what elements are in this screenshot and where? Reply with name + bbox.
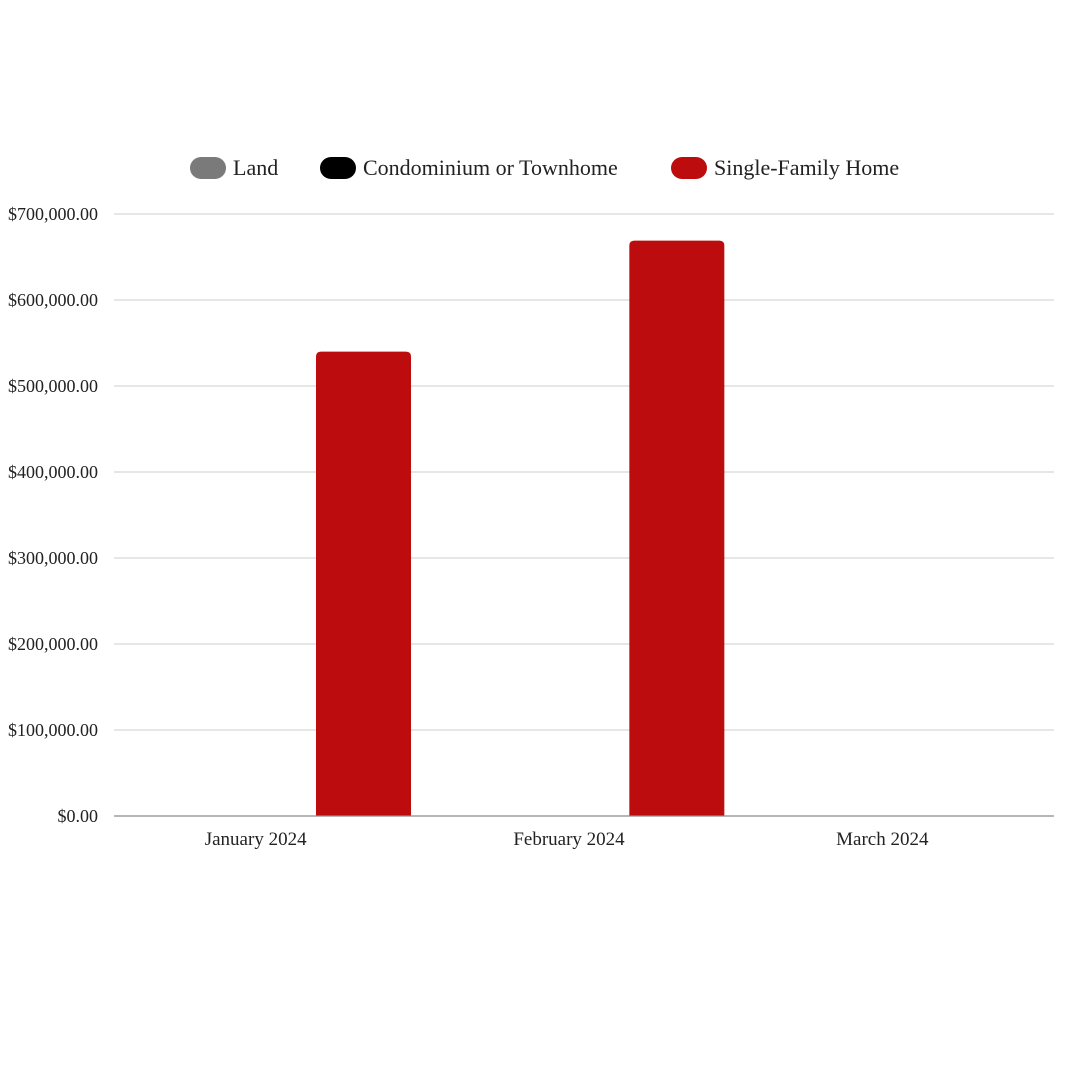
y-tick-label: $700,000.00 — [8, 204, 98, 224]
legend-item: Single-Family Home — [671, 155, 899, 180]
legend-swatch — [671, 157, 707, 179]
bar-single-family-home-1 — [629, 240, 725, 816]
y-tick-label: $500,000.00 — [8, 376, 98, 396]
y-axis: $0.00 $100,000.00 $200,000.00 $300,000.00 $4… — [8, 204, 98, 826]
x-axis: January 2024 February 2024 March 2024 — [205, 829, 929, 850]
legend: Land Condominium or Townhome Single-Family… — [190, 155, 899, 180]
y-tick-label: $200,000.00 — [8, 634, 98, 654]
legend-label: Land — [233, 155, 278, 180]
legend-swatch — [320, 157, 356, 179]
y-tick-label: $300,000.00 — [8, 548, 98, 568]
bars — [316, 240, 725, 816]
bar-single-family-home-0 — [316, 351, 411, 816]
legend-item: Land — [190, 155, 278, 180]
y-tick-label: $400,000.00 — [8, 462, 98, 482]
y-tick-label: $600,000.00 — [8, 290, 98, 310]
x-tick-label: February 2024 — [513, 829, 625, 850]
legend-item: Condominium or Townhome — [320, 155, 618, 180]
y-tick-label: $100,000.00 — [8, 720, 98, 740]
y-tick-label: $0.00 — [58, 806, 99, 826]
x-tick-label: March 2024 — [836, 829, 929, 850]
gridlines — [114, 213, 1054, 731]
legend-label: Condominium or Townhome — [363, 155, 618, 180]
legend-swatch — [190, 157, 226, 179]
legend-label: Single-Family Home — [714, 155, 899, 180]
x-tick-label: January 2024 — [205, 829, 307, 850]
